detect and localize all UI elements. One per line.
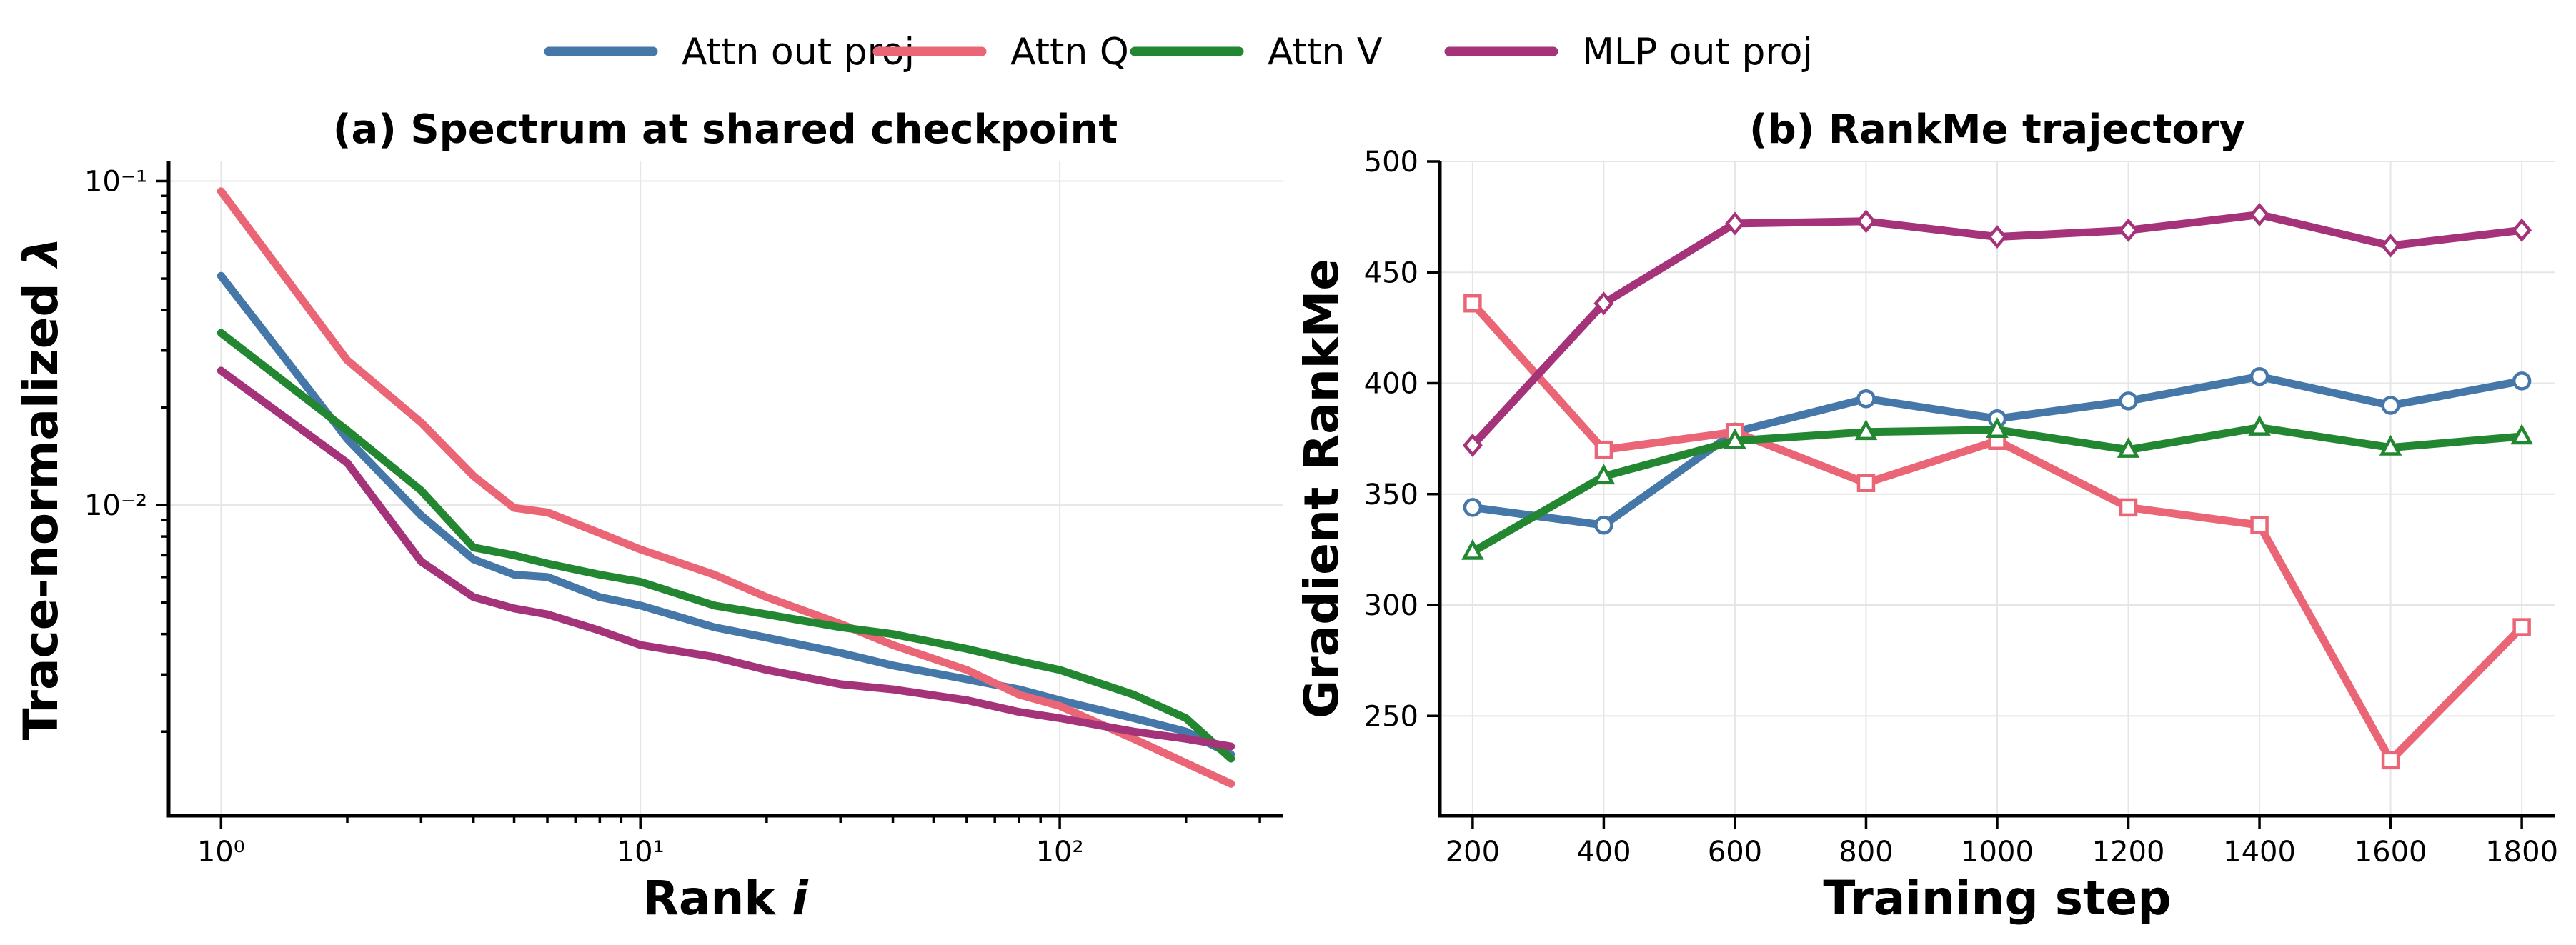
panel-b-point-mlp-out-proj: [1856, 209, 1876, 234]
panel-a-line-attn-out-proj: [217, 271, 1235, 759]
panel-b-point-attn-out-proj: [2512, 371, 2532, 391]
panel-b-point-attn-q: [2512, 618, 2531, 636]
panel-b-ylabel: Gradient RankMe: [1294, 259, 1349, 719]
panel-b-rankme: 200 400 600 800 1000 1200 1400 1600 1800 250 300 35…: [1294, 106, 2558, 926]
panel-b-point-mlp-out-proj: [2118, 218, 2139, 242]
panel-b-point-attn-out-proj: [1594, 515, 1613, 535]
panel-b-point-attn-v: [1592, 464, 1616, 485]
legend-item-attn-v: Attn V: [1130, 31, 1383, 74]
panel-a-xlabel: Rank i: [642, 871, 809, 926]
panel-a-axes: [166, 161, 1283, 818]
panel-b-xtick-label: 800: [1839, 836, 1893, 869]
panel-b-point-attn-q: [2250, 516, 2269, 534]
panel-b-axes: [1438, 161, 2555, 818]
panel-b-xtick-label: 1800: [2485, 836, 2558, 869]
panel-b-point-attn-q: [2381, 751, 2400, 770]
panel-b-xlabel: Training step: [1823, 871, 2171, 926]
legend: Attn out proj Attn Q Attn V MLP out proj: [544, 31, 1813, 74]
panel-b-point-attn-v: [1986, 417, 2009, 438]
panel-b-xtick-label: 1400: [2223, 836, 2296, 869]
panel-a-xtick-label: 10⁰: [197, 836, 245, 869]
panel-a-ytick-label: 10⁻²: [84, 489, 147, 522]
panel-b-point-attn-out-proj: [2381, 396, 2400, 415]
panel-a-series: [217, 187, 1235, 788]
panel-b-ytick-label: 350: [1364, 479, 1418, 511]
panel-a-line-attn-q: [217, 187, 1235, 788]
panel-b-series: [1461, 203, 2533, 770]
panel-a-line-attn-v: [217, 329, 1235, 763]
panel-b-point-attn-q: [1856, 474, 1876, 492]
panel-b-ytick-label: 500: [1364, 146, 1418, 179]
panel-a-line-mlp-out-proj: [217, 366, 1235, 751]
panel-b-series-attn-v: [1461, 414, 2533, 560]
legend-label: Attn V: [1268, 31, 1383, 74]
panel-a-title: (a) Spectrum at shared checkpoint: [333, 106, 1118, 153]
panel-a-spectrum: 10⁰ 10¹ 10² 10⁻² 10⁻¹ (a) Spectrum at shared…: [14, 106, 1283, 926]
panel-b-xtick-label: 1600: [2354, 836, 2427, 869]
panel-b-ticks: 200 400 600 800 1000 1200 1400 1600 1800 250 300 35…: [1364, 146, 2558, 869]
panel-b-point-attn-v: [2379, 434, 2402, 456]
panel-b-xtick-label: 1200: [2092, 836, 2165, 869]
panel-b-point-attn-v: [2117, 436, 2140, 458]
panel-b-xtick-label: 400: [1576, 836, 1631, 869]
panel-b-point-attn-q: [1463, 294, 1482, 313]
panel-b-point-mlp-out-proj: [2249, 203, 2270, 227]
panel-b-point-attn-v: [2510, 424, 2533, 445]
panel-b-point-attn-out-proj: [1463, 498, 1483, 517]
panel-b-point-mlp-out-proj: [2380, 234, 2401, 258]
panel-b-point-mlp-out-proj: [1593, 291, 1614, 316]
panel-b-point-attn-out-proj: [1856, 389, 1876, 409]
panel-b-point-attn-v: [1854, 419, 1878, 441]
panel-b-point-attn-out-proj: [2249, 366, 2269, 386]
panel-a-ticks: 10⁰ 10¹ 10² 10⁻² 10⁻¹: [84, 166, 1261, 869]
panel-b-ytick-label: 300: [1364, 589, 1418, 622]
panel-b-point-attn-v: [1461, 539, 1484, 560]
panel-b-xtick-label: 1000: [1961, 836, 2034, 869]
legend-item-attn-q: Attn Q: [872, 31, 1129, 74]
legend-item-mlp-out-proj: MLP out proj: [1444, 31, 1813, 74]
panel-b-point-attn-out-proj: [2119, 391, 2138, 411]
panel-b-point-mlp-out-proj: [1987, 225, 2007, 249]
panel-b-point-attn-q: [1594, 440, 1613, 459]
panel-b-series-mlp-out-proj: [1462, 203, 2532, 457]
legend-label: MLP out proj: [1582, 31, 1813, 74]
panel-b-ytick-label: 450: [1364, 256, 1418, 289]
legend-label: Attn Q: [1010, 31, 1129, 74]
panel-b-title: (b) RankMe trajectory: [1749, 106, 2245, 153]
panel-b-ytick-label: 400: [1364, 368, 1418, 401]
panel-a-xtick-label: 10²: [1036, 836, 1084, 869]
panel-a-ylabel: Trace-normalized λ: [14, 237, 69, 741]
panel-b-point-attn-v: [1724, 428, 1746, 449]
panel-b-xtick-label: 600: [1708, 836, 1762, 869]
legend-item-attn-out-proj: Attn out proj: [544, 31, 915, 74]
panel-b-point-attn-q: [2119, 498, 2138, 517]
panel-b-point-attn-v: [2248, 414, 2271, 436]
panel-a-xtick-label: 10¹: [617, 836, 665, 869]
panel-a-ytick-label: 10⁻¹: [84, 166, 147, 199]
panel-b-xtick-label: 200: [1446, 836, 1500, 869]
panel-b-point-mlp-out-proj: [1724, 211, 1745, 236]
panel-b-ytick-label: 250: [1364, 700, 1418, 733]
panel-b-point-mlp-out-proj: [1462, 433, 1483, 457]
panel-b-point-mlp-out-proj: [2512, 218, 2532, 242]
panel-b-grid: [1440, 161, 2555, 816]
